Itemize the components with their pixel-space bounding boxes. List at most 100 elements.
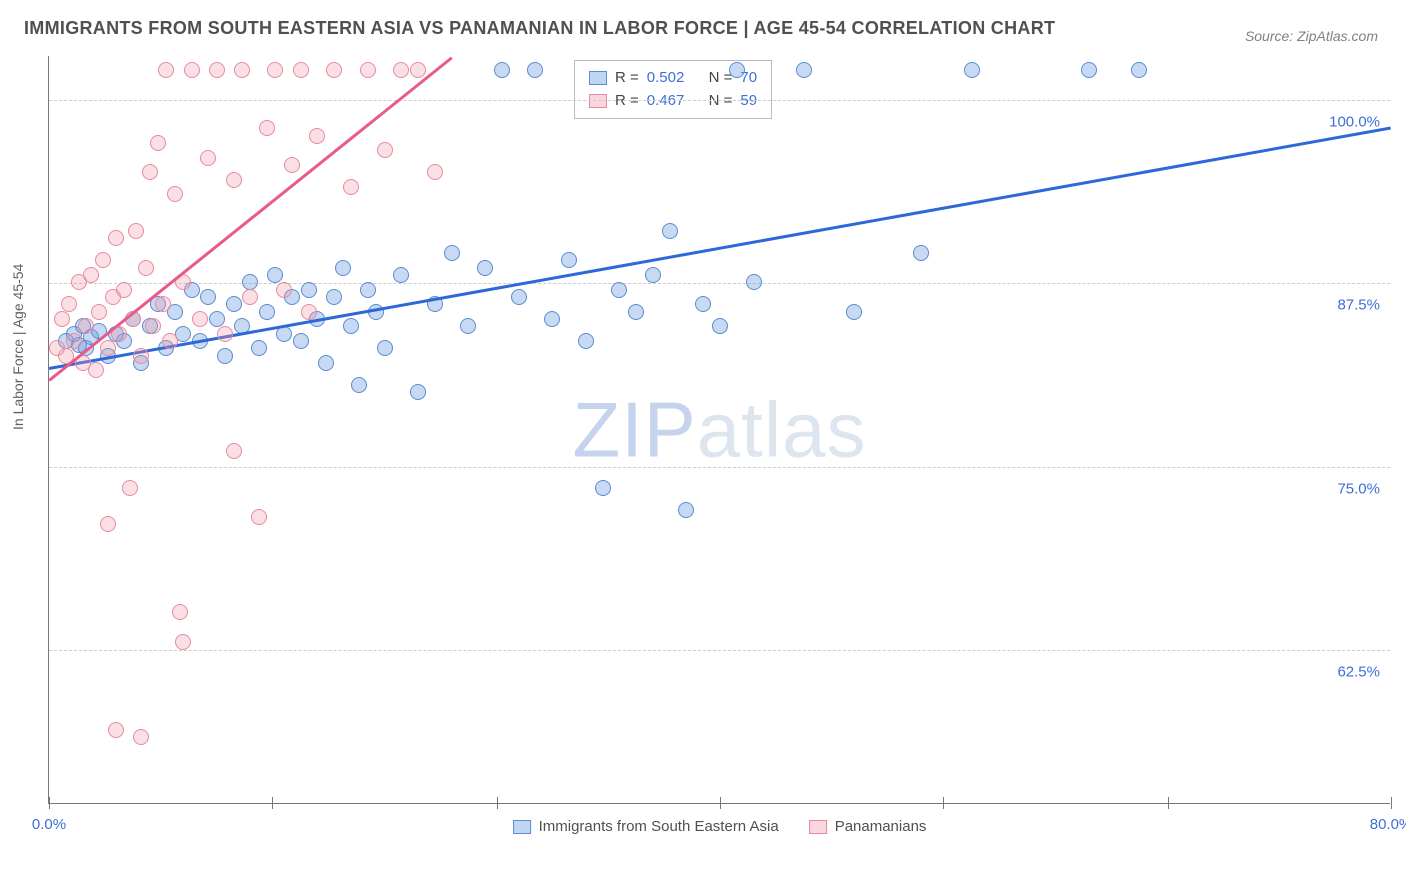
scatter-point [91, 304, 107, 320]
scatter-point [209, 311, 225, 327]
scatter-point [200, 289, 216, 305]
scatter-point [267, 267, 283, 283]
scatter-point [267, 62, 283, 78]
scatter-point [172, 604, 188, 620]
scatter-point [695, 296, 711, 312]
swatch-blue-icon [589, 71, 607, 85]
scatter-chart: ZIPatlas R = 0.502 N = 70 R = 0.467 N = … [48, 56, 1390, 804]
scatter-point [88, 362, 104, 378]
scatter-point [309, 128, 325, 144]
y-tick-label: 87.5% [1337, 297, 1380, 314]
scatter-point [226, 172, 242, 188]
scatter-point [145, 318, 161, 334]
x-tick [497, 797, 498, 809]
scatter-point [133, 348, 149, 364]
scatter-point [377, 340, 393, 356]
scatter-point [544, 311, 560, 327]
scatter-point [343, 179, 359, 195]
scatter-point [133, 729, 149, 745]
scatter-point [162, 333, 178, 349]
scatter-point [578, 333, 594, 349]
x-tick [1391, 797, 1392, 809]
scatter-point [318, 355, 334, 371]
r-value-blue: 0.502 [647, 67, 685, 90]
scatter-point [746, 274, 762, 290]
legend-item-series2: Panamanians [809, 818, 927, 835]
scatter-point [494, 62, 510, 78]
x-tick [1168, 797, 1169, 809]
scatter-point [200, 150, 216, 166]
series-legend: Immigrants from South Eastern Asia Panam… [513, 818, 927, 835]
scatter-point [284, 157, 300, 173]
scatter-point [66, 333, 82, 349]
scatter-point [242, 289, 258, 305]
scatter-point [293, 333, 309, 349]
scatter-point [301, 282, 317, 298]
scatter-point [427, 164, 443, 180]
scatter-point [729, 62, 745, 78]
y-tick-label: 75.0% [1337, 480, 1380, 497]
scatter-point [846, 304, 862, 320]
scatter-point [54, 311, 70, 327]
scatter-point [964, 62, 980, 78]
scatter-point [167, 186, 183, 202]
scatter-point [595, 480, 611, 496]
watermark: ZIPatlas [572, 384, 866, 475]
scatter-point [343, 318, 359, 334]
scatter-point [301, 304, 317, 320]
scatter-point [561, 252, 577, 268]
gridline [49, 467, 1390, 468]
gridline [49, 100, 1390, 101]
gridline [49, 650, 1390, 651]
chart-title: IMMIGRANTS FROM SOUTH EASTERN ASIA VS PA… [24, 18, 1055, 39]
y-axis-label: In Labor Force | Age 45-54 [10, 264, 26, 430]
x-tick [49, 797, 50, 809]
scatter-point [326, 289, 342, 305]
scatter-point [393, 62, 409, 78]
x-tick [720, 797, 721, 809]
x-tick-label: 0.0% [32, 816, 66, 833]
scatter-point [251, 509, 267, 525]
scatter-point [192, 311, 208, 327]
x-tick [943, 797, 944, 809]
scatter-point [259, 120, 275, 136]
source-attribution: Source: ZipAtlas.com [1245, 28, 1378, 44]
scatter-point [1081, 62, 1097, 78]
scatter-point [83, 267, 99, 283]
scatter-point [150, 135, 166, 151]
scatter-point [251, 340, 267, 356]
scatter-point [138, 260, 154, 276]
scatter-point [410, 384, 426, 400]
scatter-point [209, 62, 225, 78]
r-label: R = [615, 67, 639, 90]
legend-label-series2: Panamanians [835, 818, 927, 835]
scatter-point [158, 62, 174, 78]
scatter-point [1131, 62, 1147, 78]
scatter-point [108, 230, 124, 246]
scatter-point [511, 289, 527, 305]
scatter-point [444, 245, 460, 261]
scatter-point [259, 304, 275, 320]
scatter-point [142, 164, 158, 180]
scatter-point [796, 62, 812, 78]
scatter-point [128, 223, 144, 239]
legend-label-series1: Immigrants from South Eastern Asia [539, 818, 779, 835]
scatter-point [460, 318, 476, 334]
scatter-point [410, 62, 426, 78]
scatter-point [293, 62, 309, 78]
swatch-blue-icon [513, 820, 531, 834]
scatter-point [217, 326, 233, 342]
scatter-point [217, 348, 233, 364]
scatter-point [477, 260, 493, 276]
scatter-point [61, 296, 77, 312]
scatter-point [155, 296, 171, 312]
scatter-point [108, 722, 124, 738]
scatter-point [184, 62, 200, 78]
scatter-point [527, 62, 543, 78]
scatter-point [326, 62, 342, 78]
scatter-point [226, 296, 242, 312]
scatter-point [116, 282, 132, 298]
scatter-point [242, 274, 258, 290]
scatter-point [645, 267, 661, 283]
scatter-point [335, 260, 351, 276]
